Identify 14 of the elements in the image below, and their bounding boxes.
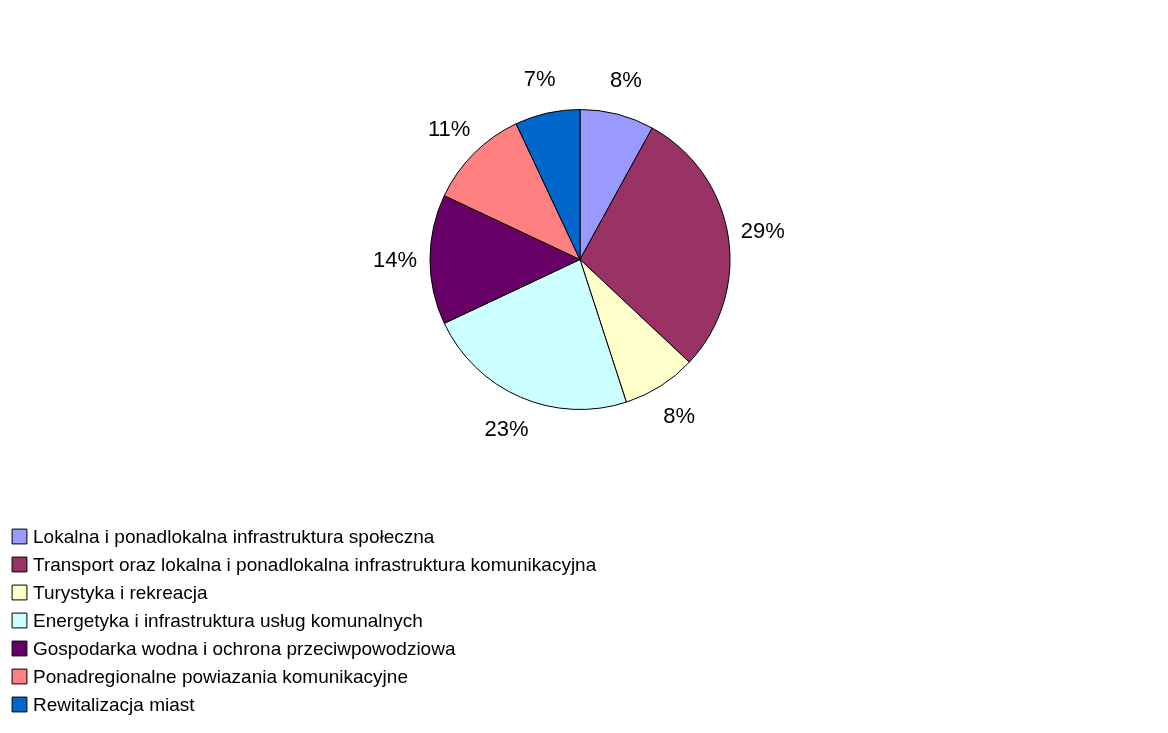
- legend-label: Transport oraz lokalna i ponadlokalna infrastruktura komunikacyjna: [33, 553, 597, 575]
- data-label: 7%: [523, 65, 556, 91]
- legend-label: Gospodarka wodna i ochrona przeciwpowodziowa: [33, 637, 456, 659]
- legend-label: Energetyka i infrastruktura usług komunalnych: [33, 609, 423, 631]
- data-label: 29%: [740, 217, 785, 243]
- legend-label: Turystyka i rekreacja: [33, 581, 208, 603]
- data-label: 11%: [427, 115, 471, 141]
- legend-label: Lokalna i ponadlokalna infrastruktura społeczna: [33, 525, 435, 547]
- data-label: 8%: [610, 67, 642, 93]
- data-label: 23%: [484, 416, 529, 442]
- data-label: 8%: [663, 402, 696, 428]
- legend-label: Rewitalizacja miast: [33, 693, 196, 715]
- legend-label: Ponadregionalne powiazania komunikacyjne: [33, 665, 408, 687]
- data-label: 14%: [372, 246, 418, 272]
